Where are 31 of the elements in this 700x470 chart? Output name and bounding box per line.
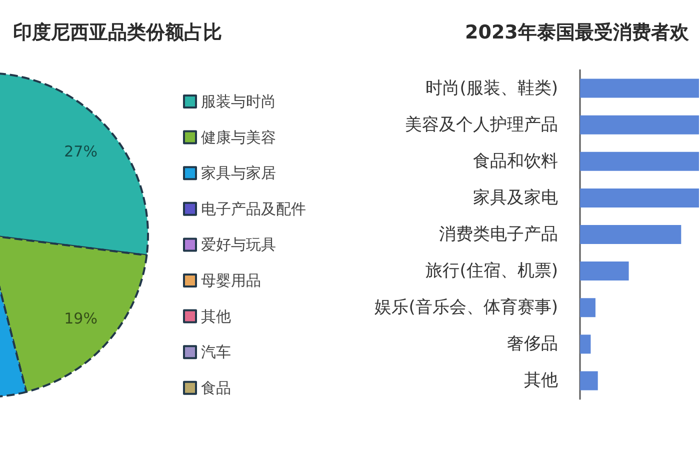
chart-title: 印度尼西亚品类份额占比 <box>13 22 222 44</box>
legend-label: 健康与美容 <box>201 128 276 146</box>
chart-title: 2023年泰国最受消费者欢 <box>465 22 690 44</box>
legend-label: 母婴用品 <box>201 272 261 290</box>
y-tick-label: 奢侈品 <box>507 334 558 354</box>
bar <box>580 188 699 208</box>
legend-label: 服装与时尚 <box>201 92 276 110</box>
y-tick-label: 家具及家电 <box>473 188 558 208</box>
y-tick-label: 美容及个人护理产品 <box>405 114 558 135</box>
legend-label: 汽车 <box>201 343 231 362</box>
bar <box>580 371 598 390</box>
bar <box>580 78 699 98</box>
bar <box>580 262 629 281</box>
legend-label: 电子产品及配件 <box>201 200 306 218</box>
data-label: 27% <box>64 142 98 160</box>
y-tick-label: 消费类电子产品 <box>439 224 558 244</box>
legend-label: 其他 <box>201 307 231 326</box>
y-tick-label: 旅行(住宿、机票) <box>426 261 558 282</box>
y-tick-label: 食品和饮料 <box>473 151 558 172</box>
bar <box>580 298 596 318</box>
data-label: 19% <box>64 310 98 328</box>
y-tick-label: 娱乐(音乐会、体育赛事) <box>374 298 558 318</box>
legend-label: 爱好与玩具 <box>201 236 276 254</box>
y-tick-label: 其他 <box>524 370 558 391</box>
bar <box>580 115 699 134</box>
legend-label: 家具与家居 <box>201 164 276 182</box>
bar <box>580 225 682 244</box>
y-tick-label: 时尚(服装、鞋类) <box>426 78 558 98</box>
bar <box>580 334 591 354</box>
legend-label: 食品 <box>201 378 231 397</box>
bar <box>580 152 699 171</box>
